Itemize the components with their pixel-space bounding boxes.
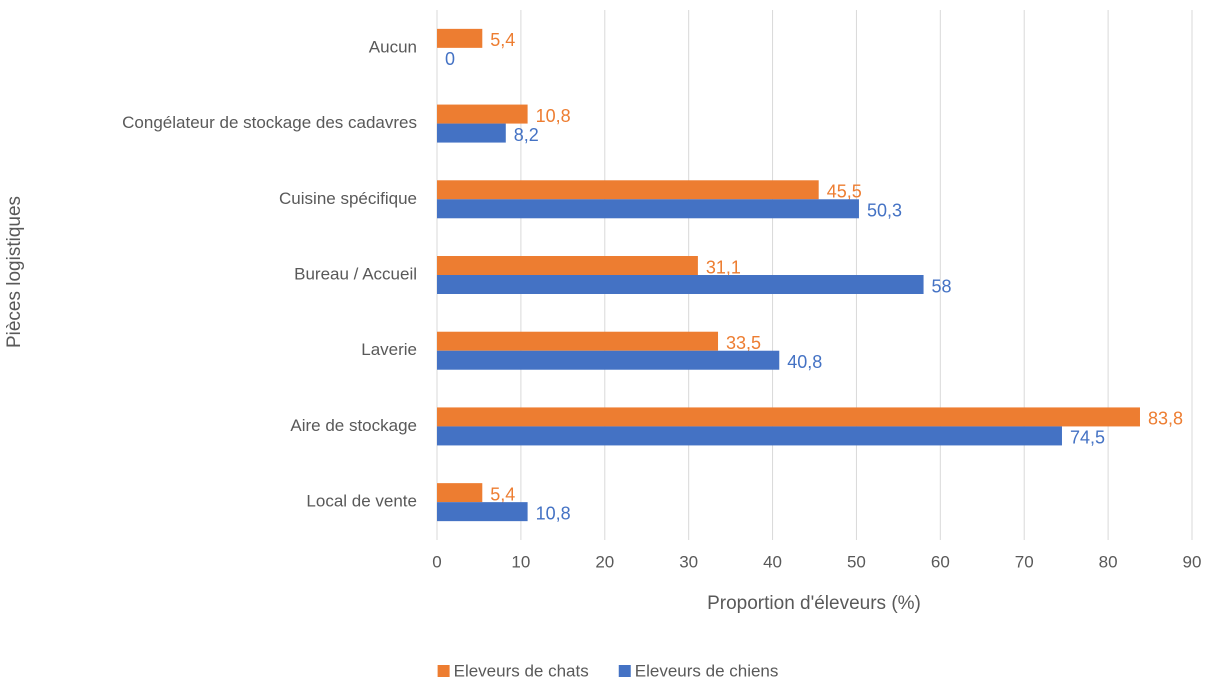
x-tick-label: 70 (1015, 552, 1034, 571)
bar (437, 483, 483, 503)
y-tick-label: Aucun (369, 37, 417, 56)
data-label: 45,5 (827, 182, 862, 202)
bar (437, 123, 506, 143)
data-label: 8,2 (514, 125, 539, 145)
bar (437, 28, 483, 48)
bar (437, 331, 719, 351)
x-tick-label: 60 (931, 552, 950, 571)
data-label: 10,8 (536, 106, 571, 126)
bar (437, 104, 528, 124)
x-tick-label: 30 (679, 552, 698, 571)
y-tick-label: Local de vente (306, 492, 417, 511)
x-axis-title: Proportion d'éleveurs (%) (707, 593, 921, 614)
x-tick-label: 10 (511, 552, 530, 571)
data-label: 10,8 (536, 503, 571, 523)
data-label: 83,8 (1148, 409, 1183, 429)
x-tick-label: 0 (432, 552, 441, 571)
data-label: 33,5 (726, 333, 761, 353)
bar (437, 502, 528, 522)
bar (437, 180, 819, 200)
bar (437, 275, 924, 294)
data-label: 58 (932, 276, 952, 296)
bar (437, 407, 1140, 427)
legend-label: Eleveurs de chats (454, 661, 589, 680)
legend-swatch (437, 665, 450, 677)
x-tick-label: 40 (763, 552, 782, 571)
bar (437, 256, 698, 275)
y-tick-label: Laverie (361, 340, 417, 359)
data-label: 50,3 (867, 201, 902, 221)
data-label: 40,8 (787, 352, 822, 372)
data-label: 31,1 (706, 257, 741, 277)
data-label: 74,5 (1070, 428, 1105, 448)
bar (437, 199, 859, 219)
x-tick-label: 50 (847, 552, 866, 571)
legend-label: Eleveurs de chiens (635, 661, 779, 680)
y-tick-label: Cuisine spécifique (279, 189, 417, 208)
x-tick-label: 90 (1183, 552, 1202, 571)
legend-swatch (618, 665, 631, 677)
x-tick-label: 80 (1099, 552, 1118, 571)
bar (437, 350, 780, 370)
data-label: 5,4 (490, 30, 515, 50)
bar (437, 426, 1062, 446)
data-label: 5,4 (490, 484, 515, 504)
y-tick-label: Aire de stockage (290, 416, 417, 435)
x-tick-label: 20 (595, 552, 614, 571)
y-tick-label: Bureau / Accueil (294, 264, 417, 283)
y-tick-label: Congélateur de stockage des cadavres (122, 113, 417, 132)
y-axis-title: Pièces logistiques (4, 196, 25, 348)
data-label: 0 (445, 49, 455, 69)
